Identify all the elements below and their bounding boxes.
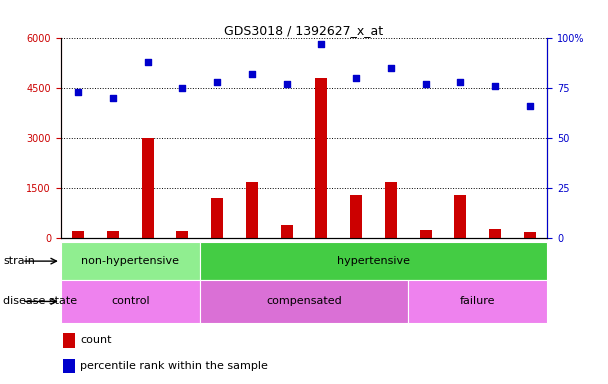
Point (351, 75, 361, 81)
Point (282, 81, 291, 88)
Point (178, 85, 187, 91)
Bar (142, 138, 154, 238)
Text: compensated: compensated (266, 296, 342, 306)
Point (386, 65, 396, 71)
Bar (280, 225, 292, 238)
Point (490, 83, 500, 89)
Point (143, 59, 153, 65)
Title: GDS3018 / 1392627_x_at: GDS3018 / 1392627_x_at (224, 24, 384, 37)
Bar (200, 242, 547, 280)
Bar (61, 242, 200, 280)
Point (247, 71, 257, 78)
Text: disease state: disease state (3, 296, 77, 306)
Point (525, 103, 534, 109)
Bar (200, 280, 408, 323)
Point (212, 79, 222, 85)
Text: control: control (111, 296, 150, 306)
Point (108, 95, 118, 101)
Text: strain: strain (3, 256, 35, 266)
Text: hypertensive: hypertensive (337, 256, 410, 266)
Point (74, 89, 83, 95)
Bar (523, 232, 536, 238)
Bar (63, 359, 75, 373)
Bar (350, 195, 362, 238)
Bar (489, 229, 501, 238)
Bar (408, 280, 547, 323)
Text: percentile rank within the sample: percentile rank within the sample (80, 361, 268, 371)
Bar (316, 78, 328, 238)
Bar (61, 280, 200, 323)
Bar (385, 182, 397, 238)
Text: failure: failure (460, 296, 496, 306)
Bar (211, 198, 223, 238)
Text: count: count (80, 335, 112, 345)
Point (317, 41, 326, 48)
Bar (107, 232, 119, 238)
Bar (454, 195, 466, 238)
Point (455, 79, 465, 85)
Bar (246, 182, 258, 238)
Point (421, 81, 430, 88)
Bar (176, 232, 188, 238)
Text: non-hypertensive: non-hypertensive (81, 256, 179, 266)
Bar (63, 333, 75, 348)
Bar (72, 232, 85, 238)
Bar (420, 230, 432, 238)
